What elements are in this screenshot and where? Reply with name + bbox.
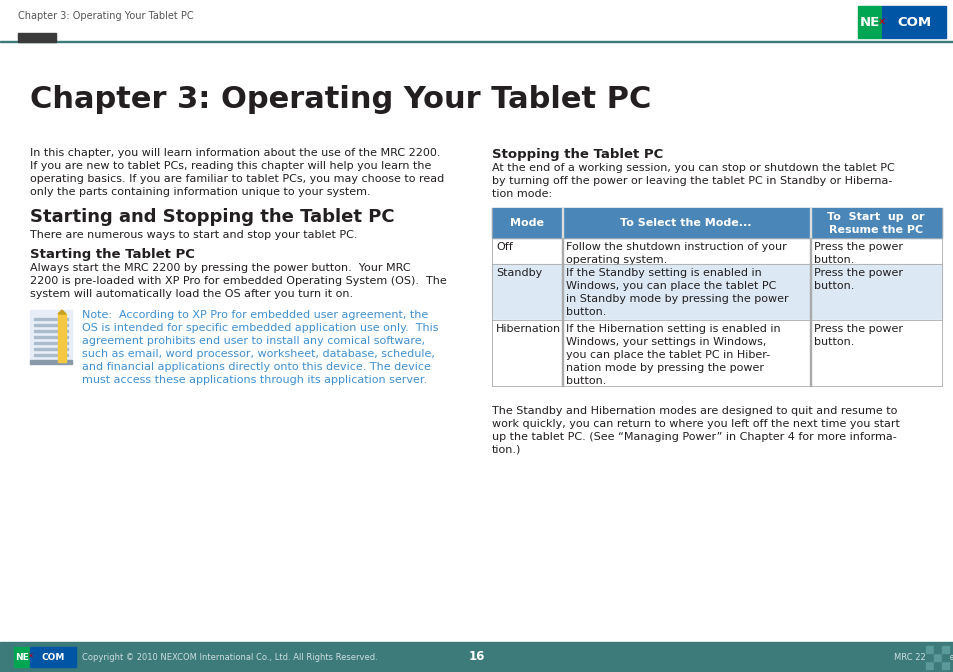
Text: button.: button. [565,307,606,317]
Text: only the parts containing information unique to your system.: only the parts containing information un… [30,187,370,197]
Text: At the end of a working session, you can stop or shutdown the tablet PC: At the end of a working session, you can… [492,163,894,173]
Text: Windows, your settings in Windows,: Windows, your settings in Windows, [565,337,765,347]
Text: work quickly, you can return to where you left off the next time you start: work quickly, you can return to where yo… [492,419,899,429]
Bar [492,208,941,238]
Text: The Standby and Hibernation modes are designed to quit and resume to: The Standby and Hibernation modes are de… [492,406,897,416]
Bar [941,646,948,653]
Text: must access these applications through its application server.: must access these applications through i… [82,375,427,385]
Text: Resume the PC: Resume the PC [828,225,923,235]
Text: OS is intended for specific embedded application use only.  This: OS is intended for specific embedded app… [82,323,438,333]
Text: To Select the Mode...: To Select the Mode... [619,218,751,228]
Text: Hibernation: Hibernation [496,324,560,334]
Bar [30,310,71,362]
Text: NE: NE [859,15,880,28]
Text: button.: button. [813,281,854,291]
Text: in Standby mode by pressing the power: in Standby mode by pressing the power [565,294,788,304]
Text: 16: 16 [468,650,485,663]
Bar [857,6,882,38]
Text: operating basics. If you are familiar to tablet PCs, you may choose to read: operating basics. If you are familiar to… [30,174,444,184]
Text: tion mode:: tion mode: [492,189,552,199]
Text: If the Hibernation setting is enabled in: If the Hibernation setting is enabled in [565,324,780,334]
Text: ✕: ✕ [877,17,885,27]
Text: COM: COM [896,15,930,28]
Bar [30,647,76,667]
Text: Starting and Stopping the Tablet PC: Starting and Stopping the Tablet PC [30,208,395,226]
Bar [14,647,30,667]
Bar [34,325,68,326]
Bar [941,662,948,669]
Text: by turning off the power or leaving the tablet PC in Standby or Hiberna-: by turning off the power or leaving the … [492,176,891,186]
Bar [925,662,932,669]
Bar [0,642,953,672]
Text: There are numerous ways to start and stop your tablet PC.: There are numerous ways to start and sto… [30,230,357,240]
Bar [30,360,71,364]
Text: you can place the tablet PC in Hiber-: you can place the tablet PC in Hiber- [565,350,769,360]
Text: If the Standby setting is enabled in: If the Standby setting is enabled in [565,268,760,278]
Bar [34,343,68,344]
Text: button.: button. [565,376,606,386]
Bar [34,331,68,332]
Bar [933,646,940,653]
Text: Mode: Mode [510,218,543,228]
Bar [34,319,68,320]
Bar [809,208,810,238]
Text: COM: COM [41,653,65,661]
Bar [58,314,66,362]
Bar [933,662,940,669]
Text: and financial applications directly onto this device. The device: and financial applications directly onto… [82,362,431,372]
Bar [18,33,56,42]
Text: Stopping the Tablet PC: Stopping the Tablet PC [492,148,662,161]
Text: Press the power: Press the power [813,268,902,278]
Bar [34,337,68,338]
Text: agreement prohibits end user to install any comical software,: agreement prohibits end user to install … [82,336,425,346]
Bar [941,654,948,661]
Text: Chapter 3: Operating Your Tablet PC: Chapter 3: Operating Your Tablet PC [30,85,651,114]
Bar [925,654,932,661]
Text: Starting the Tablet PC: Starting the Tablet PC [30,248,194,261]
Text: Copyright © 2010 NEXCOM International Co., Ltd. All Rights Reserved.: Copyright © 2010 NEXCOM International Co… [82,653,377,661]
Text: Note:  According to XP Pro for embedded user agreement, the: Note: According to XP Pro for embedded u… [82,310,428,320]
Text: up the tablet PC. (See “Managing Power” in Chapter 4 for more informa-: up the tablet PC. (See “Managing Power” … [492,432,896,442]
Text: Windows, you can place the tablet PC: Windows, you can place the tablet PC [565,281,776,291]
Text: NE: NE [15,653,29,661]
Bar [492,238,941,264]
Text: Always start the MRC 2200 by pressing the power button.  Your MRC: Always start the MRC 2200 by pressing th… [30,263,410,273]
Text: Off: Off [496,242,512,252]
Text: nation mode by pressing the power: nation mode by pressing the power [565,363,763,373]
Bar [925,646,932,653]
Bar [492,320,941,386]
Text: such as email, word processor, worksheet, database, schedule,: such as email, word processor, worksheet… [82,349,435,359]
Text: system will automatically load the OS after you turn it on.: system will automatically load the OS af… [30,289,353,299]
Text: Press the power: Press the power [813,242,902,252]
Text: Press the power: Press the power [813,324,902,334]
Text: tion.): tion.) [492,445,521,455]
Bar [492,264,941,320]
Text: button.: button. [813,337,854,347]
Bar [561,208,562,238]
Text: button.: button. [813,255,854,265]
Text: In this chapter, you will learn information about the use of the MRC 2200.: In this chapter, you will learn informat… [30,148,440,158]
Polygon shape [58,310,66,314]
Bar [933,654,940,661]
Text: operating system.: operating system. [565,255,666,265]
Bar [882,6,945,38]
Bar [0,40,953,42]
Text: Standby: Standby [496,268,541,278]
Text: Chapter 3: Operating Your Tablet PC: Chapter 3: Operating Your Tablet PC [18,11,193,21]
Text: Follow the shutdown instruction of your: Follow the shutdown instruction of your [565,242,786,252]
Bar [34,355,68,356]
Text: To  Start  up  or: To Start up or [826,212,923,222]
Bar [34,349,68,350]
Text: MRC 2200 User Manual: MRC 2200 User Manual [893,653,953,661]
Text: 2200 is pre-loaded with XP Pro for embedded Operating System (OS).  The: 2200 is pre-loaded with XP Pro for embed… [30,276,446,286]
Text: ✕: ✕ [27,654,33,660]
Text: If you are new to tablet PCs, reading this chapter will help you learn the: If you are new to tablet PCs, reading th… [30,161,431,171]
